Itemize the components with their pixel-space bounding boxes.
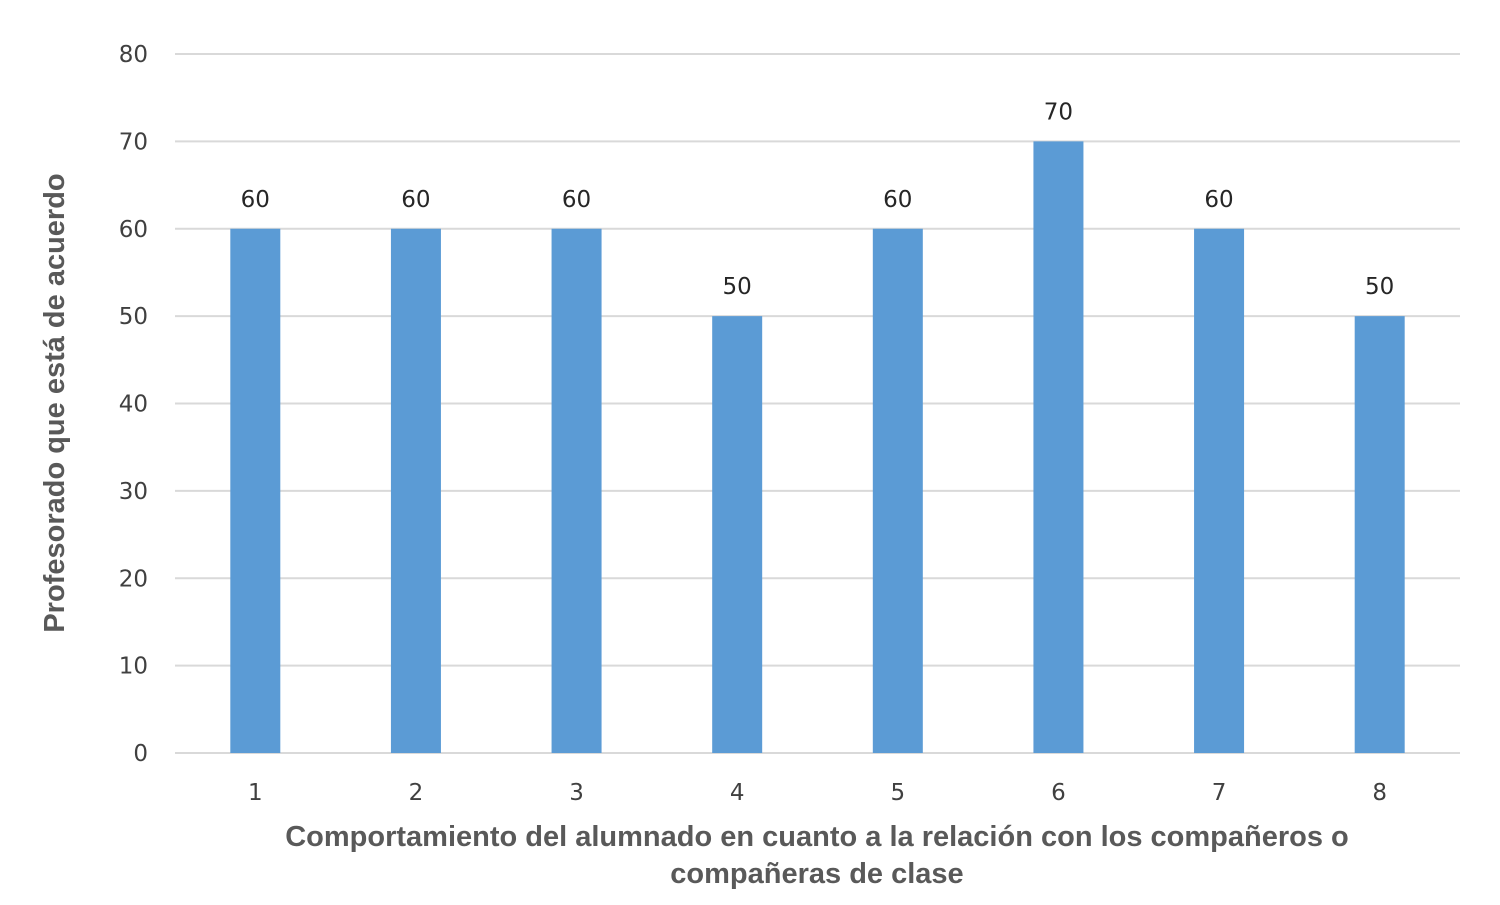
- bars: 60 60 60 50 60 70 60 50: [230, 99, 1405, 753]
- gridlines: [175, 53, 1460, 754]
- bar: [1033, 141, 1084, 753]
- data-label: 50: [1365, 274, 1394, 300]
- x-tick-label: 4: [730, 780, 745, 806]
- x-tick-label: 1: [248, 780, 263, 806]
- x-axis-title-line-2: compañeras de clase: [670, 858, 963, 890]
- y-tick-label: 30: [119, 479, 148, 505]
- bar: [1194, 228, 1245, 753]
- y-tick-label: 10: [119, 654, 148, 680]
- y-tick-label: 50: [119, 304, 148, 330]
- y-axis-title: Profesorado que está de acuerdo: [39, 173, 71, 632]
- x-tick-label: 6: [1051, 780, 1066, 806]
- data-label: 60: [241, 187, 270, 213]
- x-axis-title-line-1: Comportamiento del alumnado en cuanto a …: [285, 821, 1349, 853]
- y-axis-ticks: 0 10 20 30 40 50 60 70 80: [119, 42, 148, 767]
- data-label: 70: [1044, 99, 1073, 125]
- x-tick-label: 3: [569, 780, 584, 806]
- y-tick-label: 0: [133, 741, 148, 767]
- data-label: 50: [723, 274, 752, 300]
- bar: [230, 228, 281, 753]
- x-tick-label: 8: [1372, 780, 1387, 806]
- bar: [1354, 316, 1405, 753]
- data-label: 60: [562, 187, 591, 213]
- y-tick-label: 60: [119, 217, 148, 243]
- x-tick-label: 2: [409, 780, 424, 806]
- x-tick-label: 5: [890, 780, 905, 806]
- data-label: 60: [1204, 187, 1233, 213]
- bar: [390, 228, 441, 753]
- data-label: 60: [401, 187, 430, 213]
- data-label: 60: [883, 187, 912, 213]
- bar: [712, 316, 763, 753]
- y-tick-label: 20: [119, 566, 148, 592]
- bar: [551, 228, 602, 753]
- y-tick-label: 70: [119, 129, 148, 155]
- y-tick-label: 80: [119, 42, 148, 68]
- x-axis-ticks: 1 2 3 4 5 6 7 8: [248, 780, 1387, 806]
- y-tick-label: 40: [119, 392, 148, 418]
- x-tick-label: 7: [1212, 780, 1227, 806]
- bar: [872, 228, 923, 753]
